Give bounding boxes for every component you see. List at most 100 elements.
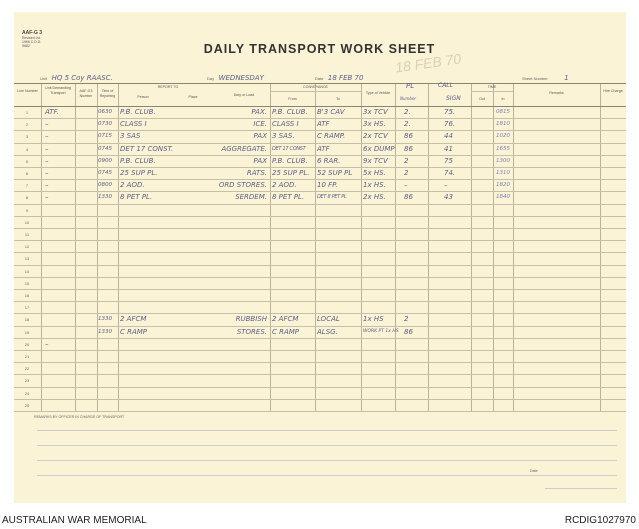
cell-call: – (444, 181, 448, 190)
cell-in: 1810 (496, 121, 510, 128)
table-row: 5 – 0900 P.B. CLUB. PAX P.B. CLUB. 6 RAR. 9x TC… (14, 155, 626, 167)
line-number: 19 (24, 329, 30, 335)
line-number: 6 (25, 171, 29, 176)
line-number: 9 (25, 207, 29, 213)
table-row: 3 – 0715 3 SAS PAX 3 SAS. C RAMP. 2x TCV 86 44 102… (14, 130, 626, 142)
cell-pl: 86 (404, 193, 413, 202)
remarks-label: REMARKS BY OFFICER IN CHARGE OF TRANSPOR… (34, 415, 125, 419)
cell-report: C RAMP (120, 327, 148, 336)
cell-type: 1x HS. (363, 181, 386, 190)
cell-call: 44 (444, 132, 453, 141)
row-divider (14, 130, 626, 132)
header-out: Out (479, 97, 485, 101)
header-in: In (501, 97, 505, 101)
cell-type: 2x TCV (363, 132, 388, 141)
table-row: 16 (14, 289, 626, 301)
row-divider (14, 325, 626, 327)
cell-to: C RAMP. (317, 132, 346, 141)
cell-in: 1820 (496, 182, 510, 189)
row-divider (14, 252, 626, 254)
cell-to: ATF (317, 144, 330, 153)
cell-report: 2 AOD. (120, 181, 145, 190)
line-number: 14 (24, 268, 30, 274)
cell-report: DET 17 CONST. (120, 144, 174, 153)
table-row: 2 – 0730 CLASS I ICE. CLASS I ATF 3x HS. 2. 76. 18… (14, 118, 626, 130)
line-number: 20 (24, 341, 30, 347)
row-divider (14, 362, 626, 364)
cell-in: 1310 (496, 170, 510, 176)
cell-pl: 2. (404, 108, 411, 116)
row-divider (14, 398, 626, 400)
cell-in: 0815 (496, 109, 510, 115)
header-remarks: Remarks (549, 91, 564, 95)
cell-type: 5x HS. (363, 169, 386, 177)
cell-from: DET 17 CONST (272, 145, 306, 152)
row-divider (14, 264, 626, 266)
cell-time: 0900 (98, 157, 112, 164)
column-divider (600, 83, 601, 411)
cell-report: CLASS I (120, 120, 147, 129)
table-row: 23 (14, 374, 626, 386)
column-divider (361, 83, 362, 411)
table-row: 20 – (14, 338, 626, 350)
cell-in: 1655 (496, 145, 510, 152)
table-row: 9 (14, 204, 626, 216)
column-divider (395, 83, 396, 411)
header-report-to: REPORT TO (157, 85, 179, 89)
cell-time: 0745 (98, 145, 112, 152)
cell-duty: ORD STORES. (218, 181, 267, 190)
table-row: 17 (14, 301, 626, 313)
cell-from: 3 SAS. (272, 132, 295, 141)
cell-duty: PAX (253, 132, 267, 141)
cell-time: 1330 (98, 328, 112, 335)
cell-unit: – (45, 156, 49, 165)
table-row: 12 (14, 240, 626, 252)
header-pl-number: Number (400, 96, 417, 101)
column-divider (471, 83, 472, 411)
cell-unit: – (45, 169, 49, 177)
header-line-number: Line Number (17, 89, 38, 93)
cell-duty: ICE. (253, 120, 267, 129)
cell-duty: STORES. (236, 327, 267, 336)
date-field: Date 18 FEB 70 (315, 74, 364, 82)
line-number: 25 (24, 402, 30, 408)
cell-to: 52 SUP PL (317, 169, 353, 177)
line-number: 13 (24, 256, 30, 262)
cell-duty: PAX (253, 156, 267, 165)
table-row: 15 (14, 277, 626, 289)
transport-table: Line Number Unit Demanding Transport AAF-G… (14, 82, 626, 412)
cell-unit: – (45, 132, 49, 141)
column-divider (315, 83, 316, 411)
cell-call: 76. (444, 120, 456, 129)
cell-unit: – (45, 144, 49, 153)
row-divider (471, 91, 513, 92)
cell-unit: ATF. (45, 108, 59, 116)
header-place: Place (188, 95, 198, 99)
unit-field: Unit HQ 5 Coy RAASC. (40, 74, 113, 82)
row-divider (14, 142, 626, 144)
line-number: 18 (24, 317, 30, 323)
row-divider (14, 350, 626, 351)
row-divider (270, 91, 361, 92)
row-divider (14, 337, 626, 339)
column-divider (118, 83, 119, 411)
table-row: 11 (14, 228, 626, 240)
cell-from: 2 AOD. (272, 181, 297, 190)
cell-report: 25 SUP PL. (120, 169, 158, 177)
row-divider (14, 83, 626, 84)
line-number: 23 (24, 378, 30, 384)
cell-type: WORK PT 1x HS (363, 328, 399, 334)
header-type: Type of Vehicle (365, 91, 391, 95)
table-row: 7 – 0800 2 AOD. ORD STORES. 2 AOD. 10 FP. 1x HS… (14, 179, 626, 191)
cell-to: LOCAL (317, 315, 340, 324)
column-divider (97, 83, 98, 411)
table-row: 4 – 0745 DET 17 CONST. AGGREGATE. DET 17 CONS… (14, 143, 626, 155)
table-row: 8 – 1330 8 PET PL. SERDEM. 8 PET PL. DET 8 PET… (14, 191, 626, 203)
cell-duty: RUBBISH (235, 315, 267, 324)
cell-type: 3x TCV (363, 108, 388, 116)
cell-in: 1020 (496, 133, 510, 140)
row-divider (14, 240, 626, 242)
table-row: 22 (14, 362, 626, 374)
row-divider (14, 154, 626, 156)
cell-type: 6x DUMP (363, 144, 395, 153)
